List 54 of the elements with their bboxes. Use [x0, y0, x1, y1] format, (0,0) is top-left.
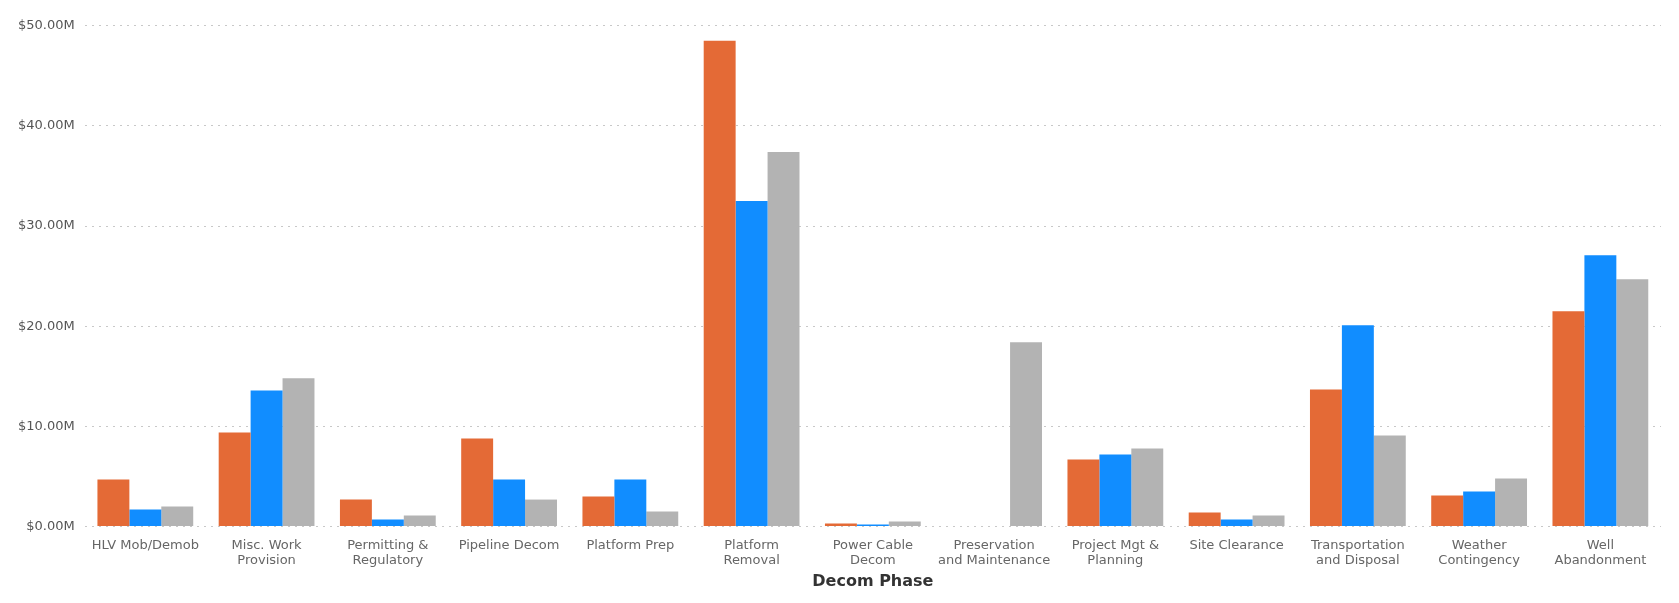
- bar: [1099, 454, 1132, 527]
- bar: [1309, 389, 1342, 527]
- bar: [1463, 491, 1496, 527]
- bar: [1010, 342, 1042, 527]
- y-tick-label: $0.00M: [26, 517, 75, 533]
- bar: [129, 509, 162, 527]
- bar: [1220, 519, 1253, 527]
- y-tick-label: $40.00M: [17, 117, 75, 133]
- bar: [461, 438, 494, 527]
- bar: [1252, 515, 1285, 527]
- bar: [1431, 495, 1464, 527]
- bar: [161, 506, 194, 527]
- bar: [525, 499, 557, 527]
- y-tick-label: $20.00M: [17, 317, 75, 333]
- x-tick-label: Well Abandonment: [1554, 536, 1647, 568]
- x-tick-label: Transportation and Disposal: [1309, 536, 1405, 568]
- bar: [1067, 459, 1100, 527]
- bar: [218, 432, 251, 527]
- bar: [646, 511, 679, 527]
- bar: [1341, 325, 1374, 527]
- bar: [371, 519, 404, 527]
- bar: [767, 152, 800, 527]
- bar: [1584, 255, 1617, 527]
- bar: [339, 499, 372, 527]
- bar: [250, 390, 283, 527]
- y-tick-label: $10.00M: [17, 417, 75, 433]
- x-tick-label: Permitting & Regulatory: [347, 536, 429, 568]
- bar: [1131, 448, 1164, 527]
- x-axis-title: Decom Phase: [812, 570, 934, 590]
- x-tick-label: Pipeline Decom: [458, 536, 560, 552]
- x-tick-label: Preservation and Maintenance: [937, 536, 1051, 568]
- bar: [735, 201, 768, 527]
- y-tick-label: $30.00M: [17, 217, 75, 233]
- y-tick-label: $50.00M: [17, 17, 75, 33]
- x-tick-label: Weather Contingency: [1438, 536, 1521, 568]
- bar: [1188, 512, 1221, 527]
- bar: [1552, 311, 1585, 527]
- x-tick-label: HLV Mob/Demob: [91, 536, 199, 552]
- x-tick-label: Power Cable Decom: [832, 536, 914, 568]
- bar: [282, 378, 315, 527]
- bar: [493, 479, 526, 527]
- x-tick-label: Project Mgt & Planning: [1071, 536, 1160, 568]
- x-tick-label: Misc. Work Provision: [231, 536, 303, 568]
- x-tick-label: Site Clearance: [1189, 536, 1284, 552]
- x-tick-label: Platform Prep: [586, 536, 675, 552]
- bar: [703, 40, 736, 527]
- bar: [97, 479, 130, 527]
- bar: [1495, 478, 1528, 527]
- bar: [1616, 279, 1649, 527]
- bar: [403, 515, 436, 527]
- bar: [614, 479, 647, 527]
- bar: [582, 496, 615, 527]
- x-tick-label: Platform Removal: [723, 536, 780, 568]
- bar: [1373, 435, 1406, 527]
